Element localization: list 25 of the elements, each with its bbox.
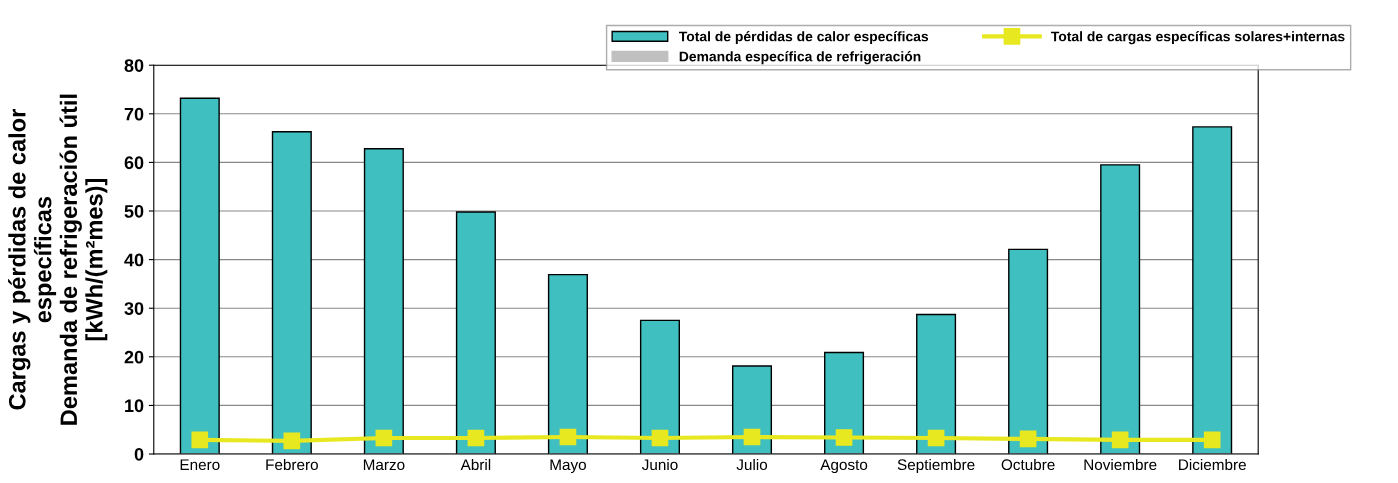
y-tick-label: 50	[124, 204, 144, 218]
x-tick-label: Junio	[641, 458, 678, 471]
x-tick-label: Febrero	[266, 458, 318, 471]
x-tick-label: Agosto	[820, 459, 868, 474]
x-tick-label: Mayo	[550, 459, 586, 474]
y-tick-label: 60	[124, 156, 144, 170]
x-tick-label: Julio	[736, 458, 768, 471]
legend-label: Total de pérdidas de calor específicas	[678, 31, 929, 45]
y-tick-label: 10	[125, 399, 144, 413]
x-tick-label: Octubre	[1001, 458, 1055, 471]
x-tick-label: Diciembre	[1179, 458, 1246, 471]
x-tick-label: Abril	[460, 458, 491, 471]
y-tick-label: 30	[124, 302, 144, 315]
x-tick-label: Septiembre	[897, 458, 975, 474]
y-axis-title: Cargas y pérdidas de calor específicas Demanda de refrigeración útil [kWh/(m²mes)]	[8, 94, 108, 425]
x-tick-label: Marzo	[363, 459, 405, 471]
y-tick-label: 70	[124, 107, 144, 121]
y-tick-label: 0	[134, 447, 144, 461]
x-tick-label: Noviembre	[1084, 458, 1157, 471]
x-tick-label: Enero	[180, 459, 220, 471]
y-tick-label: 20	[124, 350, 144, 364]
y-tick-label: 40	[124, 253, 144, 267]
legend-label: Total de cargas específicas solares+internas	[1051, 31, 1345, 45]
legend-label: Demanda específica de refrigeración	[679, 51, 921, 65]
y-tick-label: 80	[124, 59, 144, 72]
